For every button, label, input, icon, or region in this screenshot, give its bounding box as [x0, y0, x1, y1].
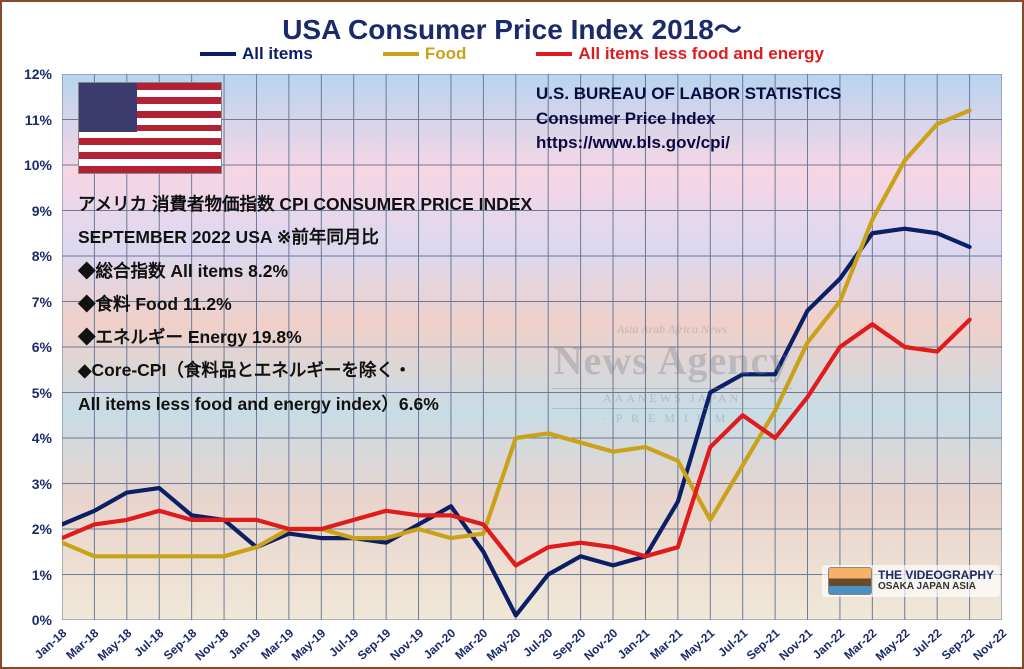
info-line: ◆エネルギー Energy 19.8% [78, 321, 638, 354]
x-tick-label: Jan-19 [226, 626, 264, 662]
x-tick-label: May-18 [95, 626, 135, 664]
x-tick-label: May-21 [678, 626, 718, 664]
x-tick-label: Nov-19 [387, 626, 426, 663]
y-tick-label: 3% [32, 476, 52, 492]
flag-stripe [79, 166, 221, 173]
info-line: SEPTEMBER 2022 USA ※前年同月比 [78, 221, 638, 254]
legend-item: Food [383, 44, 467, 64]
y-tick-label: 9% [32, 203, 52, 219]
info-box: アメリカ 消費者物価指数 CPI CONSUMER PRICE INDEX SE… [78, 188, 638, 421]
x-tick-label: Jan-18 [32, 626, 70, 662]
chart-title: USA Consumer Price Index 2018～ [2, 8, 1022, 48]
legend-swatch [536, 52, 572, 56]
source-box: U.S. BUREAU OF LABOR STATISTICS Consumer… [536, 82, 976, 156]
x-tick-label: Mar-19 [258, 626, 296, 662]
x-tick-label: Mar-22 [842, 626, 880, 662]
legend: All items Food All items less food and ene… [2, 44, 1022, 64]
info-line: All items less food and energy index）6.6… [78, 388, 638, 421]
source-line: U.S. BUREAU OF LABOR STATISTICS [536, 82, 976, 107]
logo-text: THE VIDEOGRAPHY OSAKA JAPAN ASIA [878, 569, 994, 592]
y-axis: 0%1%2%3%4%5%6%7%8%9%10%11%12% [2, 74, 58, 620]
x-tick-label: Sep-22 [938, 626, 977, 663]
x-tick-label: Jan-21 [615, 626, 653, 662]
y-tick-label: 8% [32, 248, 52, 264]
x-tick-label: Nov-22 [970, 626, 1009, 663]
x-tick-label: May-22 [873, 626, 913, 664]
legend-label: All items less food and energy [578, 44, 824, 64]
x-tick-label: Jul-20 [520, 626, 555, 660]
y-tick-label: 11% [25, 112, 52, 128]
info-line: ◆食料 Food 11.2% [78, 288, 638, 321]
legend-swatch [200, 52, 236, 56]
flag-stripe [79, 138, 221, 145]
x-tick-label: Sep-21 [744, 626, 783, 663]
x-tick-label: Jul-22 [909, 626, 944, 660]
info-line: ◆総合指数 All items 8.2% [78, 255, 638, 288]
y-tick-label: 4% [32, 430, 52, 446]
legend-swatch [383, 52, 419, 56]
x-tick-label: Nov-20 [581, 626, 620, 663]
x-tick-label: Mar-18 [64, 626, 102, 662]
x-tick-label: Nov-21 [776, 626, 815, 663]
y-tick-label: 6% [32, 339, 52, 355]
info-line: ◆Core-CPI（食料品とエネルギーを除く・ [78, 354, 638, 387]
x-tick-label: May-19 [289, 626, 329, 664]
x-tick-label: Mar-20 [453, 626, 491, 662]
flag-stripe [79, 152, 221, 159]
logo-sub: OSAKA JAPAN ASIA [878, 582, 994, 593]
x-tick-label: Jan-22 [810, 626, 848, 662]
legend-label: Food [425, 44, 467, 64]
flag-canton [79, 83, 137, 132]
y-tick-label: 5% [32, 385, 52, 401]
source-line: https://www.bls.gov/cpi/ [536, 131, 976, 156]
y-tick-label: 1% [32, 567, 52, 583]
x-axis: Jan-18Mar-18May-18Jul-18Sep-18Nov-18Jan-… [62, 620, 1002, 668]
x-tick-label: Sep-19 [355, 626, 394, 663]
logo: THE VIDEOGRAPHY OSAKA JAPAN ASIA [822, 565, 1000, 597]
y-tick-label: 7% [32, 294, 52, 310]
y-tick-label: 12% [24, 66, 52, 82]
info-line: アメリカ 消費者物価指数 CPI CONSUMER PRICE INDEX [78, 188, 638, 221]
flag-stripe [79, 159, 221, 166]
legend-item: All items less food and energy [536, 44, 824, 64]
x-tick-label: Nov-18 [192, 626, 231, 663]
x-tick-label: May-20 [484, 626, 524, 664]
x-tick-label: Jul-18 [131, 626, 166, 660]
x-tick-label: Sep-20 [549, 626, 588, 663]
x-tick-label: Sep-18 [160, 626, 199, 663]
y-tick-label: 0% [32, 612, 52, 628]
legend-label: All items [242, 44, 313, 64]
flag-stripe [79, 145, 221, 152]
source-line: Consumer Price Index [536, 107, 976, 132]
x-tick-label: Jan-20 [421, 626, 459, 662]
flag-stripe [79, 131, 221, 138]
x-tick-label: Mar-21 [647, 626, 685, 662]
us-flag [78, 82, 222, 174]
y-tick-label: 10% [24, 157, 52, 173]
legend-item: All items [200, 44, 313, 64]
logo-mark [828, 567, 872, 595]
y-tick-label: 2% [32, 521, 52, 537]
